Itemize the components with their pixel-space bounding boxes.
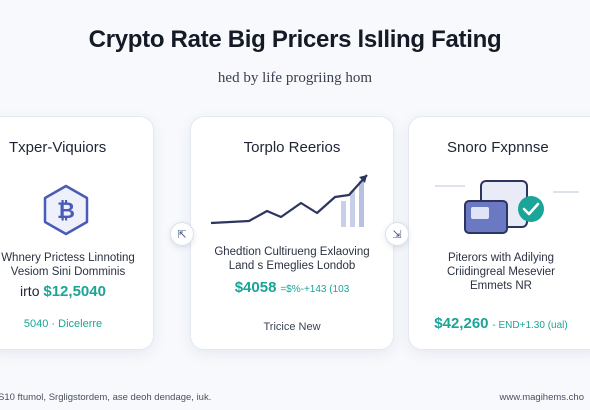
page-title: Crypto Rate Big Pricers lsIling Fating <box>88 26 502 53</box>
card-footer: Tricice New <box>263 321 321 333</box>
card-desc-line: Emmets NR <box>470 280 532 292</box>
price-change: =$%-+143 (103 <box>280 284 350 295</box>
svg-text:₿: ₿ <box>57 198 75 223</box>
prev-arrow-button[interactable]: ⇱ <box>170 222 194 246</box>
card-price-row: $4058 =$%-+143 (103 <box>191 279 393 296</box>
wallet-check-icon <box>435 180 579 234</box>
card-desc-line: Piterors with Adilying <box>447 252 555 264</box>
footer-value: 5040 <box>23 318 49 330</box>
footer-address: S10 ftumol, Srgligstordem, ase deoh dend… <box>0 392 212 403</box>
bitcoin-shield-icon: ₿ <box>43 184 89 236</box>
card-price: $12,5040 <box>43 283 106 300</box>
card-footer: 5040 · Dicelerre <box>23 318 103 330</box>
footer-label: Dicelerre <box>58 318 103 330</box>
card-title: Snoro Fxpnnse <box>447 139 549 156</box>
trend-chart-icon <box>210 174 368 227</box>
card-price: $4058 <box>234 279 277 296</box>
card-price-row: irto $12,5040 <box>0 283 133 300</box>
price-prefix: irto <box>20 283 40 299</box>
card-right[interactable]: Snoro Fxpnnse Piterors with Adilying Cri… <box>408 116 590 350</box>
card-desc-line: Criidingreal Mesevier <box>446 266 555 278</box>
price-change: - END+1.30 (ual) <box>492 320 568 331</box>
card-price-row: $42,260 - END+1.30 (ual) <box>409 315 590 332</box>
card-title: Txper-Viquiors <box>9 139 107 156</box>
chevron-right-icon: ⇲ <box>392 228 402 241</box>
next-arrow-button[interactable]: ⇲ <box>385 222 409 246</box>
card-left[interactable]: Txper-Viquiors ₿ Whnery Prictess Linnoti… <box>0 116 154 350</box>
card-title: Torplo Reerios <box>243 139 341 156</box>
card-middle[interactable]: Torplo Reerios Ghedtion Cultirueng Exlao… <box>190 116 394 350</box>
card-desc-line: Ghedtion Cultirueng Exlaoving <box>214 246 370 258</box>
page-subtitle: hed by life progriing hom <box>217 70 373 86</box>
card-price: $42,260 <box>434 315 489 332</box>
card-desc-line: Land s Emeglies Londob <box>228 260 356 272</box>
card-desc-line: Vesiom Sini Domminis <box>10 266 126 278</box>
card-desc-line: Whnery Prictess Linnoting <box>1 252 135 264</box>
footer-website-link[interactable]: www.magihems.cho <box>499 392 584 403</box>
chevron-left-icon: ⇱ <box>177 228 187 241</box>
